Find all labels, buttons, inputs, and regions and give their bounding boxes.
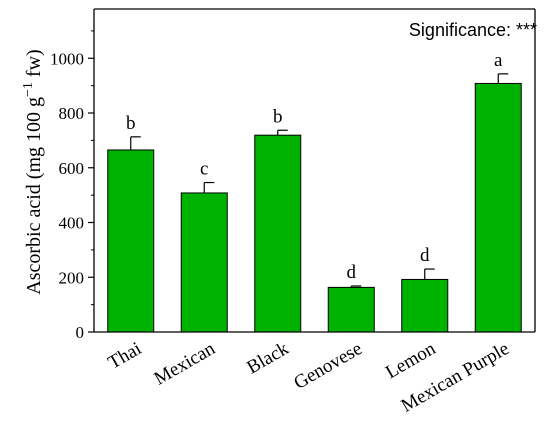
bar-genovese [327, 286, 375, 333]
significance-letter: c [200, 159, 208, 180]
x-tick-label: Thai [105, 338, 146, 374]
significance-annotation: Significance: *** [409, 20, 537, 40]
significance-letter: a [494, 50, 503, 71]
bar-black [254, 134, 302, 333]
x-tick-label: Mexican [151, 338, 219, 390]
y-tick-label: 0 [76, 323, 85, 342]
y-tick-label: 600 [59, 159, 85, 178]
x-tick-label: Lemon [382, 338, 440, 383]
y-axis-title-unit: fw) [23, 49, 45, 82]
y-tick-label: 800 [59, 104, 85, 123]
bars-layer [107, 73, 522, 333]
significance-letter: b [126, 113, 136, 134]
y-axis-title: Ascorbic acid (mg 100 g−1 fw) [21, 49, 45, 294]
y-tick-label: 400 [59, 214, 85, 233]
y-axis-title-main: Ascorbic acid (mg 100 g [23, 97, 45, 295]
bar-mexican [180, 192, 228, 333]
x-tick-label: Black [243, 338, 292, 379]
x-tick-label: Genovese [290, 338, 365, 394]
bar-thai [107, 149, 155, 333]
significance-letter: b [273, 106, 283, 127]
bar-lemon [401, 278, 449, 333]
significance-letter: d [347, 262, 357, 283]
significance-letter: d [420, 245, 430, 266]
bar-mexican-purple [474, 82, 522, 333]
y-tick-label: 200 [59, 268, 85, 287]
axes-layer [88, 8, 536, 333]
y-axis-title-exponent: −1 [21, 82, 36, 97]
y-tick-label: 1000 [50, 49, 84, 68]
